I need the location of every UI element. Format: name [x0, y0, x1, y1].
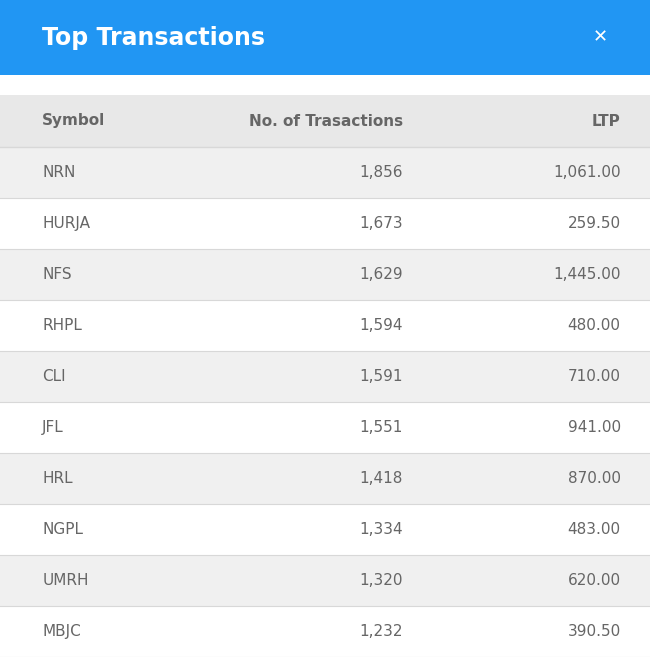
Text: 1,856: 1,856 — [359, 165, 403, 180]
Text: 1,334: 1,334 — [359, 522, 403, 537]
Text: 1,673: 1,673 — [359, 216, 403, 231]
Text: UMRH: UMRH — [42, 573, 89, 588]
Bar — [0, 555, 650, 606]
Text: HRL: HRL — [42, 471, 73, 486]
Text: RHPL: RHPL — [42, 318, 82, 333]
Text: 259.50: 259.50 — [567, 216, 621, 231]
Text: ✕: ✕ — [593, 28, 608, 47]
Bar — [0, 351, 650, 402]
Text: JFL: JFL — [42, 420, 64, 435]
Text: No. of Trasactions: No. of Trasactions — [249, 114, 403, 129]
Text: MBJC: MBJC — [42, 624, 81, 639]
Text: 1,418: 1,418 — [359, 471, 403, 486]
Bar — [0, 504, 650, 555]
Bar — [0, 249, 650, 300]
Bar — [0, 606, 650, 657]
Text: 710.00: 710.00 — [567, 369, 621, 384]
Text: 1,445.00: 1,445.00 — [553, 267, 621, 282]
Bar — [0, 95, 650, 147]
Text: 480.00: 480.00 — [567, 318, 621, 333]
Text: NFS: NFS — [42, 267, 72, 282]
Text: HURJA: HURJA — [42, 216, 90, 231]
Text: 1,591: 1,591 — [359, 369, 403, 384]
Bar — [0, 147, 650, 198]
Text: 390.50: 390.50 — [567, 624, 621, 639]
Text: NRN: NRN — [42, 165, 75, 180]
Text: Symbol: Symbol — [42, 114, 105, 129]
Text: 941.00: 941.00 — [567, 420, 621, 435]
Bar — [0, 75, 650, 95]
Text: 1,594: 1,594 — [359, 318, 403, 333]
Text: LTP: LTP — [592, 114, 621, 129]
Text: 870.00: 870.00 — [567, 471, 621, 486]
Text: 1,061.00: 1,061.00 — [553, 165, 621, 180]
Text: CLI: CLI — [42, 369, 66, 384]
Text: NGPL: NGPL — [42, 522, 83, 537]
Text: 620.00: 620.00 — [567, 573, 621, 588]
Bar — [0, 0, 650, 75]
Bar — [0, 402, 650, 453]
Bar — [0, 300, 650, 351]
Text: 1,551: 1,551 — [359, 420, 403, 435]
Bar — [0, 453, 650, 504]
Text: 1,320: 1,320 — [359, 573, 403, 588]
Text: Top Transactions: Top Transactions — [42, 26, 265, 49]
Text: 483.00: 483.00 — [567, 522, 621, 537]
Text: 1,232: 1,232 — [359, 624, 403, 639]
Text: 1,629: 1,629 — [359, 267, 403, 282]
Bar — [0, 198, 650, 249]
